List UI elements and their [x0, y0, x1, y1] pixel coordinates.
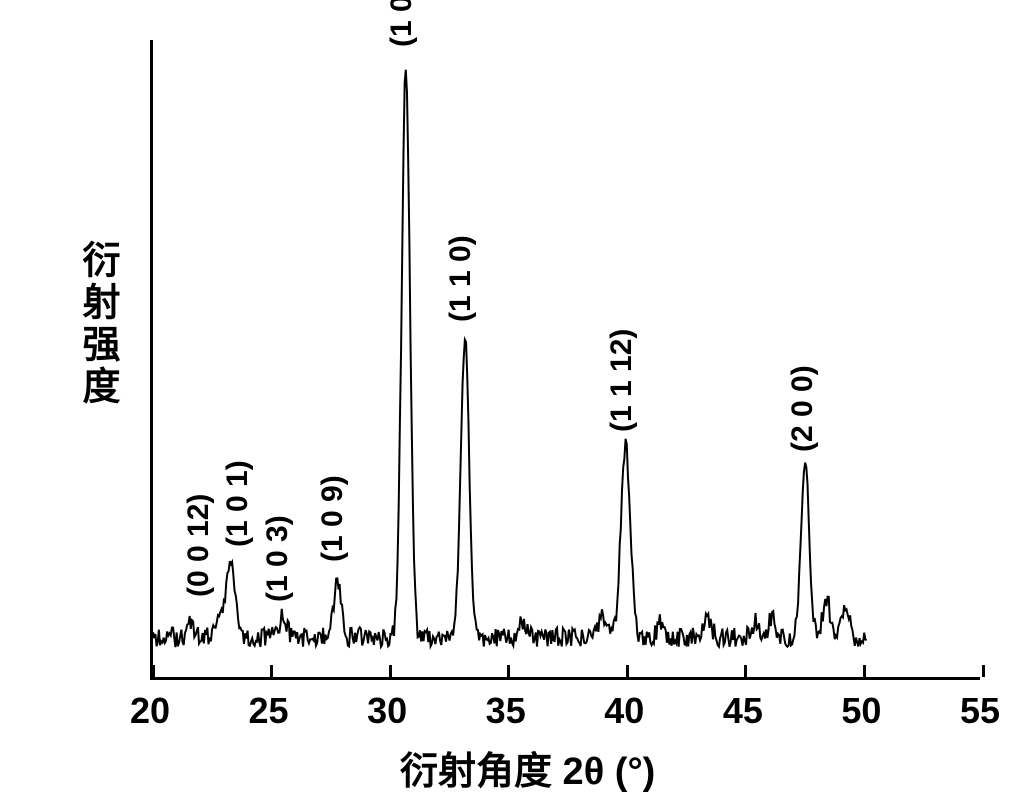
x-tick-inner: [626, 665, 629, 677]
x-tick-inner: [863, 665, 866, 677]
x-tick-label: 45: [723, 690, 763, 732]
x-tick-inner: [982, 665, 985, 677]
peak-label: (0 0 12): [182, 494, 216, 597]
xrd-chart: 衍射强度 (0 0 12)(1 0 1)(1 0 3)(1 0 9)(1 0 1…: [40, 20, 1000, 780]
y-axis-label: 衍射强度: [70, 240, 125, 408]
x-tick-label: 55: [960, 690, 1000, 732]
plot-area: (0 0 12)(1 0 1)(1 0 3)(1 0 9)(1 0 11)(1 …: [150, 40, 980, 680]
peak-label: (1 0 1): [221, 460, 255, 547]
x-tick-inner: [507, 665, 510, 677]
x-axis-label: 衍射角度 2θ (°): [400, 740, 655, 795]
peak-label: (1 0 9): [316, 475, 350, 562]
x-tick-label: 20: [130, 690, 170, 732]
x-tick-inner: [270, 665, 273, 677]
peak-label: (1 0 11): [385, 0, 419, 47]
x-tick-label: 40: [604, 690, 644, 732]
peak-label: (1 0 3): [261, 515, 295, 602]
x-tick-label: 30: [367, 690, 407, 732]
x-tick-inner: [152, 665, 155, 677]
x-tick-label: 25: [249, 690, 289, 732]
x-tick-label: 50: [841, 690, 881, 732]
x-tick-inner: [389, 665, 392, 677]
peak-label: (1 1 0): [444, 235, 478, 322]
peak-label: (1 1 12): [605, 329, 639, 432]
x-tick-inner: [744, 665, 747, 677]
peak-label: (2 0 0): [786, 365, 820, 452]
x-tick-label: 35: [486, 690, 526, 732]
